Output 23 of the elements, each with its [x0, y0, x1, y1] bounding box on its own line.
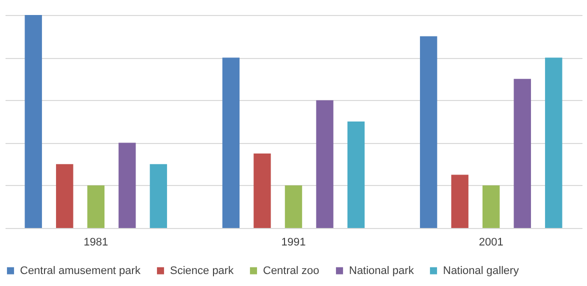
bar: [482, 185, 500, 228]
bar: [420, 36, 438, 228]
legend-label: National park: [349, 264, 414, 277]
bar: [316, 100, 334, 228]
legend-label: National gallery: [443, 264, 520, 277]
x-tick-label: 1991: [281, 236, 306, 248]
bar: [24, 15, 42, 228]
x-tick-label: 2001: [478, 236, 504, 248]
bar: [514, 78, 531, 228]
legend-label: Science park: [170, 264, 234, 277]
bar: [347, 122, 365, 228]
bar: [87, 185, 104, 228]
bar: [545, 58, 562, 228]
bar: [118, 142, 136, 228]
legend-label: Central amusement park: [20, 264, 141, 277]
bar: [451, 174, 468, 228]
bar: [56, 164, 74, 228]
bar: [284, 185, 302, 228]
x-tick-label: 1981: [84, 236, 108, 248]
bar: [222, 58, 240, 228]
bar: [254, 153, 271, 228]
legend-label: Central zoo: [263, 264, 320, 277]
bar: [150, 164, 168, 228]
